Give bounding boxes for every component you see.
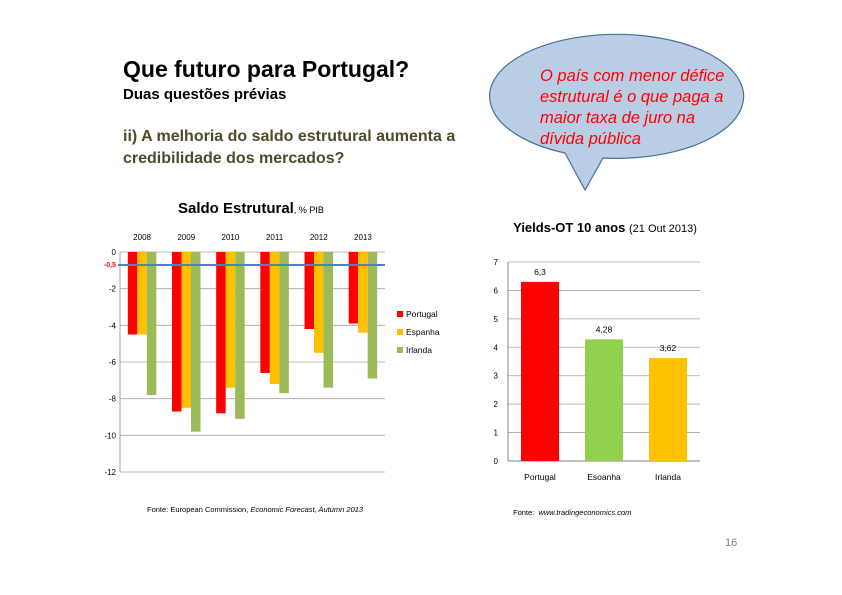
bar-portugal-2008: [127, 252, 138, 335]
legend-swatch-portugal: [397, 311, 403, 317]
bar-irlanda-2008: [146, 252, 157, 395]
y-tick-label: 0: [494, 457, 499, 466]
page-title: Que futuro para Portugal?: [123, 56, 410, 82]
x-category-label: 2011: [266, 233, 284, 242]
page-subtitle: Duas questões prévias: [123, 86, 287, 103]
left-chart-source: Fonte: European Commission, Economic For…: [147, 505, 364, 514]
bar-espanha-2013: [358, 252, 368, 333]
y-tick-label: 5: [494, 315, 499, 324]
y-tick-label: -4: [109, 321, 117, 330]
data-label: 3,62: [660, 343, 677, 353]
bar-irlanda-2009: [191, 252, 201, 432]
bar-portugal-2011: [260, 252, 270, 373]
x-category-label: 2010: [222, 233, 240, 242]
y-tick-label: -8: [109, 395, 117, 404]
left-chart-title: Saldo Estrutural, % PIB: [178, 200, 324, 217]
bar-espanha-2010: [225, 252, 236, 388]
reference-line-label: -0,5: [104, 262, 116, 269]
y-tick-label: 0: [112, 248, 117, 257]
y-tick-label: 1: [494, 429, 499, 438]
callout-text: O país com menor défice estrutural é o q…: [540, 67, 725, 148]
question-text: ii) A melhoria do saldo estrutural aumen…: [123, 128, 456, 167]
y-tick-label: -12: [104, 468, 116, 477]
bar-portugal-2010: [216, 252, 226, 414]
x-category-label: Esoanha: [587, 472, 621, 482]
y-tick-label: 3: [494, 372, 499, 381]
x-category-label: 2009: [177, 233, 195, 242]
legend-swatch-irlanda: [397, 347, 403, 353]
bar-portugal: [521, 281, 559, 461]
x-category-label: 2008: [133, 233, 151, 242]
y-tick-label: -10: [104, 431, 116, 440]
bar-irlanda-2013: [367, 252, 378, 379]
bar-irlanda-2011: [279, 252, 289, 394]
page-number: 16: [725, 537, 738, 549]
bar-portugal-2009: [172, 252, 182, 412]
bar-portugal-2013: [348, 252, 359, 324]
y-tick-label: -6: [109, 358, 117, 367]
data-label: 6,3: [534, 267, 546, 277]
legend-label-espanha: Espanha: [406, 327, 440, 337]
bar-irlanda: [649, 358, 687, 461]
data-label: 4,28: [596, 324, 613, 334]
bar-espanha-2012: [314, 252, 324, 353]
right-chart-title: Yields-OT 10 anos (21 Out 2013): [513, 220, 697, 235]
bar-irlanda-2012: [323, 252, 333, 388]
right-chart-source: Fonte: www.tradingeconomics.com: [513, 508, 632, 517]
y-tick-label: 7: [494, 258, 499, 267]
x-category-label: 2013: [354, 233, 372, 242]
x-category-label: Portugal: [524, 472, 556, 482]
bar-esoanha: [585, 339, 623, 461]
bar-espanha-2008: [137, 252, 147, 335]
y-tick-label: 6: [494, 286, 499, 295]
legend-label-irlanda: Irlanda: [406, 345, 432, 355]
bar-irlanda-2010: [235, 252, 245, 419]
bar-espanha-2009: [181, 252, 191, 408]
x-category-label: 2012: [310, 233, 328, 242]
bar-portugal-2012: [304, 252, 314, 329]
bar-espanha-2011: [269, 252, 280, 384]
x-category-label: Irlanda: [655, 472, 681, 482]
y-tick-label: 4: [494, 343, 499, 352]
y-tick-label: 2: [494, 400, 499, 409]
legend-label-portugal: Portugal: [406, 309, 438, 319]
y-tick-label: -2: [109, 285, 117, 294]
legend-swatch-espanha: [397, 329, 403, 335]
